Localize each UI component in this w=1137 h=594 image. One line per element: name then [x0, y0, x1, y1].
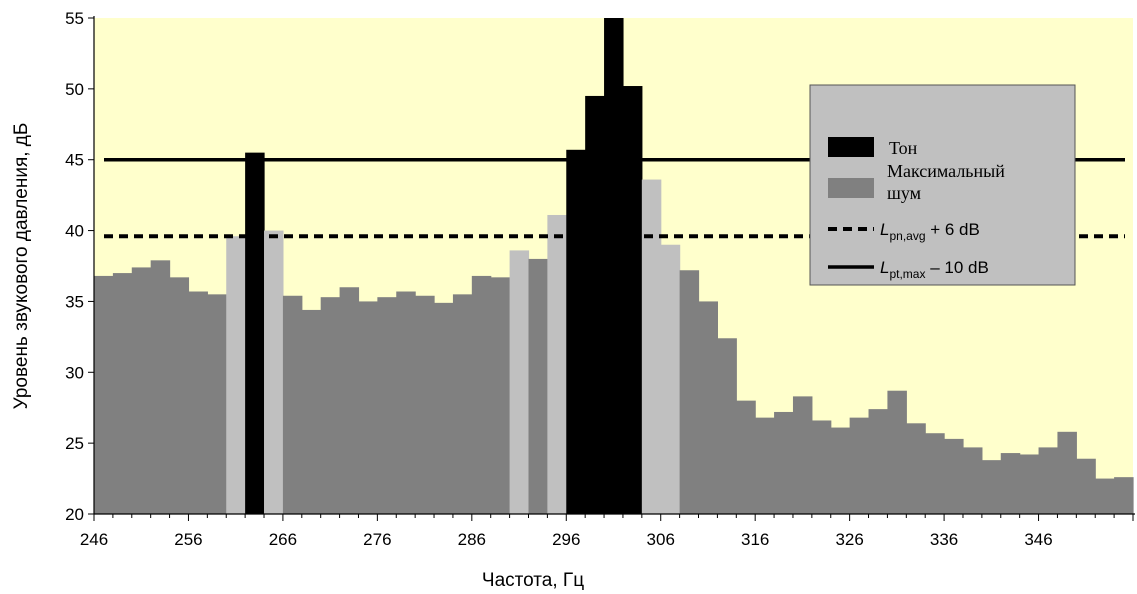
bar-noise: [169, 277, 190, 514]
bar-noise: [1114, 477, 1134, 514]
legend-label-noise-line1: Максимальный: [887, 161, 1005, 181]
bar-noise: [887, 390, 907, 514]
bar-noise: [415, 295, 435, 514]
bar-noise: [112, 273, 133, 514]
bar-noise: [1000, 453, 1021, 514]
bar-tone: [622, 86, 643, 514]
bar-neighbor: [509, 250, 530, 514]
bar-noise: [774, 411, 794, 514]
x-tick-label: 296: [552, 530, 580, 549]
bar-noise: [925, 433, 945, 514]
bar-noise: [736, 400, 756, 514]
bar-tone: [585, 95, 605, 514]
bar-noise: [301, 309, 322, 514]
legend-max-main: L: [880, 258, 889, 277]
bar-noise: [528, 258, 548, 514]
x-axis-title: Частота, Гц: [482, 570, 584, 591]
bars-group: [94, 18, 1134, 515]
axes-group: [93, 16, 1135, 515]
legend-avg-tail: + 6 dB: [926, 220, 980, 239]
legend: Тон Максимальный шум Lpn,avg + 6 dB Lpt,…: [809, 84, 1076, 286]
bar-noise: [906, 423, 926, 514]
legend-label-noise-line2: шум: [887, 183, 921, 203]
bar-noise: [849, 417, 870, 514]
bar-tone: [604, 18, 624, 514]
y-tick-label: 25: [65, 434, 84, 453]
bar-noise: [679, 270, 700, 514]
y-tick-label: 30: [65, 363, 84, 382]
y-tick-label: 45: [65, 151, 84, 170]
bar-noise: [358, 301, 378, 514]
bar-tone: [245, 152, 265, 514]
bar-noise: [717, 338, 737, 514]
bar-noise: [471, 275, 492, 514]
x-tick-label: 256: [174, 530, 202, 549]
bar-neighbor: [641, 179, 662, 514]
x-tick-label: 286: [458, 530, 486, 549]
y-tick-label: 40: [65, 222, 84, 241]
bar-noise: [830, 427, 851, 514]
y-tick-labels: 20 25 30 35 40 45 50 55: [65, 9, 94, 524]
legend-swatch-noise: [828, 178, 874, 198]
legend-avg-main: L: [880, 220, 889, 239]
bar-noise: [1076, 458, 1096, 514]
bar-noise: [150, 260, 171, 514]
x-tick-label: 316: [741, 530, 769, 549]
bar-noise: [434, 302, 454, 514]
bar-noise: [207, 294, 227, 514]
bar-noise: [490, 277, 511, 514]
bar-neighbor: [264, 230, 284, 515]
legend-avg-sub: pn,avg: [889, 229, 925, 243]
y-tick-label: 50: [65, 80, 84, 99]
legend-swatch-tone: [828, 137, 874, 157]
x-tick-label: 336: [930, 530, 958, 549]
bar-noise: [1019, 454, 1040, 514]
bar-noise: [792, 396, 813, 514]
x-tick-label: 276: [363, 530, 391, 549]
bar-noise: [282, 295, 303, 514]
y-tick-label: 35: [65, 292, 84, 311]
bar-noise: [94, 275, 114, 514]
x-tick-labels: 246 256 266 276 286 296 306 316 326 336 346: [80, 514, 1134, 549]
y-axis-title: Уровень звукового давления, дБ: [11, 123, 32, 410]
bar-noise: [868, 409, 889, 514]
bar-noise: [452, 294, 473, 514]
bar-noise: [944, 438, 964, 514]
legend-label-avg: Lpn,avg + 6 dB: [880, 220, 980, 243]
bar-neighbor: [226, 236, 246, 515]
bar-tone: [566, 149, 586, 514]
bar-noise: [377, 297, 397, 514]
bar-noise: [1038, 447, 1059, 514]
x-tick-label: 326: [835, 530, 863, 549]
legend-max-tail: – 10 dB: [925, 258, 988, 277]
bar-noise: [1095, 478, 1115, 514]
bar-noise: [339, 287, 360, 514]
x-tick-label: 266: [269, 530, 297, 549]
bar-noise: [320, 297, 341, 514]
bar-neighbor: [547, 214, 567, 515]
x-tick-label: 246: [80, 530, 108, 549]
bar-noise: [811, 420, 832, 514]
bar-noise: [698, 301, 718, 514]
x-tick-label: 346: [1024, 530, 1052, 549]
x-tick-label: 306: [647, 530, 675, 549]
bar-noise: [755, 417, 775, 514]
legend-label-max: Lpt,max – 10 dB: [880, 258, 989, 281]
legend-max-sub: pt,max: [889, 267, 925, 281]
bar-neighbor: [660, 244, 681, 514]
bar-noise: [1057, 431, 1077, 514]
y-tick-label: 55: [65, 9, 84, 28]
legend-label-tone: Тон: [889, 138, 918, 158]
bar-noise: [981, 460, 1002, 514]
bar-noise: [131, 267, 152, 514]
y-tick-label: 20: [65, 505, 84, 524]
bar-noise: [188, 291, 208, 514]
bar-noise: [396, 291, 416, 514]
bar-noise: [962, 447, 983, 514]
